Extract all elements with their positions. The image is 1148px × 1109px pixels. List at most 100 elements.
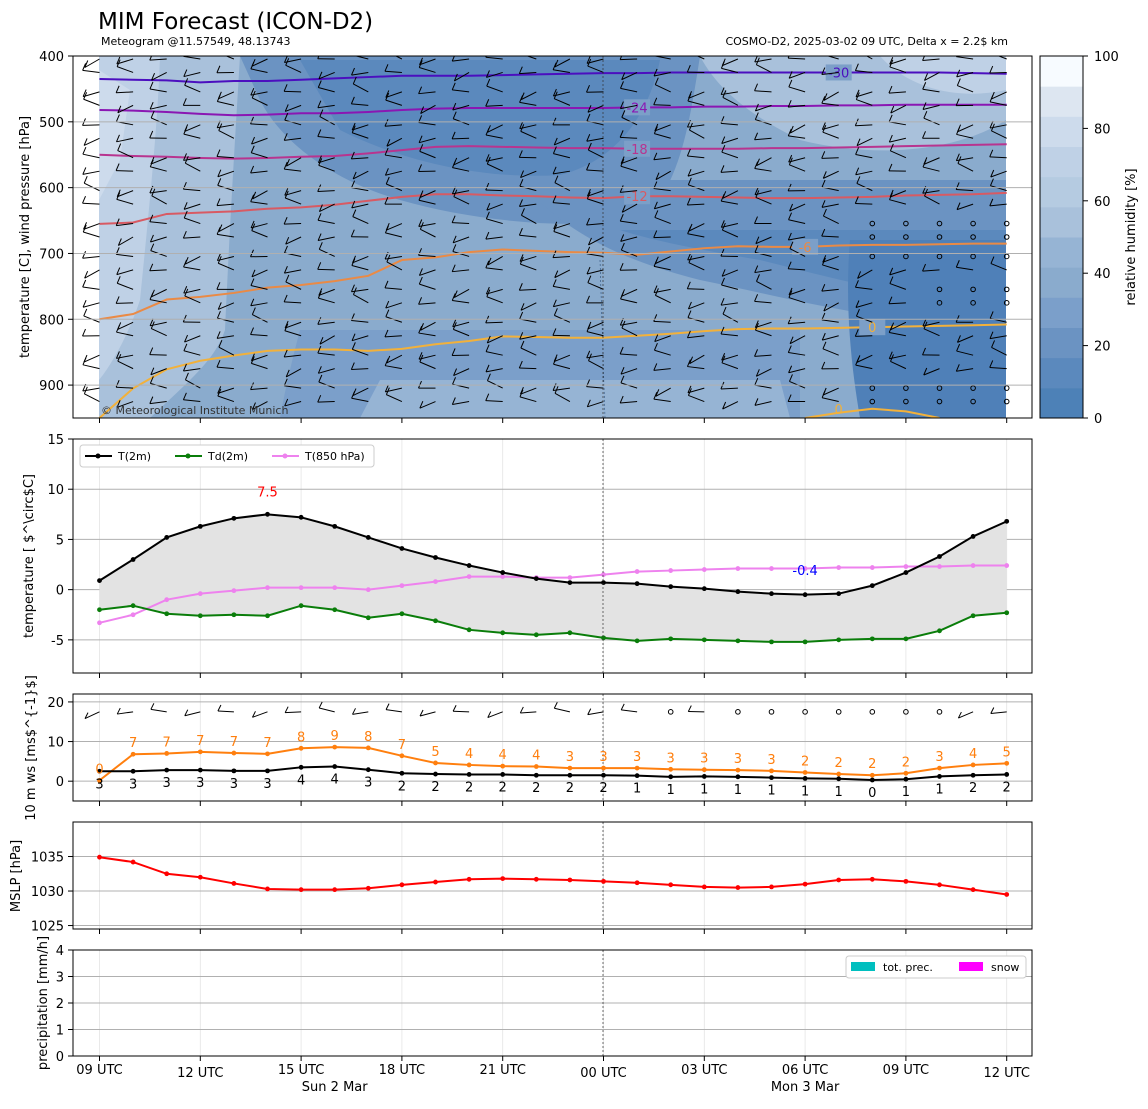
gust-value-label: 7 [196,734,204,749]
series-td2m-point [635,638,640,643]
series-t2m-point [97,578,102,583]
mslp-point [803,882,808,887]
series-td2m-point [803,639,808,644]
gust-value-label: 9 [331,729,339,744]
time-tick-label: 00 UTC [580,1066,626,1081]
wind-barb-shaft [84,183,99,190]
calm-wind-circle [937,710,942,715]
legend-td2m-label: Td(2m) [207,450,248,463]
gust-value-label: 3 [633,750,641,765]
series-t2m-point [299,515,304,520]
surface-wind-barb-flag [453,705,456,711]
wind-speed-value-label: 4 [331,773,339,788]
gust-point [668,767,673,772]
wind-barb-flag [387,44,390,51]
wind-speed-point [265,768,270,773]
series-td2m-point [1004,610,1009,615]
wind-speed-value-label: 1 [902,785,910,800]
wind-barb-shaft [486,322,503,323]
legend-t850-marker [283,454,288,459]
precipitation-tick-label: 0 [56,1050,64,1065]
mslp-point [534,877,539,882]
precipitation-tick-label: 1 [56,1024,64,1039]
series-t2m-point [971,534,976,539]
surface-wind-barb [386,710,402,712]
temperature-tick-label: 10 [47,483,64,498]
time-tick-label: 15 UTC [278,1063,324,1078]
gust-value-label: 8 [364,730,372,745]
gust-value-label: 7 [129,736,137,751]
wind-speed-point [736,774,741,779]
gust-point [299,746,304,751]
series-t850hpa-point [265,585,270,590]
gust-point [702,767,707,772]
series-t2m-point [870,583,875,588]
min-temperature-label: -0.4 [792,564,817,579]
wind-barb-shaft [855,336,872,337]
wind-speed-point [500,772,505,777]
series-t850hpa-point [870,565,875,570]
gust-point [164,751,169,756]
surface-wind-barb-flag [386,704,389,710]
series-td2m-point [601,635,606,640]
series-t2m-point [265,512,270,517]
series-t2m-point [702,586,707,591]
colorbar-step [1040,358,1083,389]
time-tick-label: 12 UTC [983,1066,1029,1081]
precipitation-tick-label: 2 [56,997,64,1012]
series-t2m-point [937,554,942,559]
colorbar-label: relative humidity [%] [1124,168,1139,305]
mslp-point [97,855,102,860]
gust-value-label: 3 [734,752,742,767]
panel-1-ylabel: temperature [C], wind pressure [hPa] [18,116,33,358]
series-td2m-point [433,618,438,623]
wind-barb-shaft [83,154,100,158]
wind-speed-value-label: 1 [700,782,708,797]
wind-barb-flag [83,280,86,287]
gust-point [467,763,472,768]
series-t850hpa-point [769,566,774,571]
legend-t2m-label: T(2m) [117,450,151,463]
colorbar-step [1040,116,1083,147]
wind-plot: 0102003737373737384948372524242423232313… [47,694,1032,801]
wind-speed-point [836,776,841,781]
gust-value-label: 2 [902,755,910,770]
surface-wind-barb-flag [520,707,523,713]
mslp-point [870,877,875,882]
surface-wind-barb [991,712,1007,714]
wind-speed-point [668,774,673,779]
gust-point [400,753,405,758]
wind-barb-shaft [83,303,99,307]
gust-value-label: 7 [163,735,171,750]
mslp-point [164,871,169,876]
series-t2m-point [668,584,673,589]
colorbar-tick-label: 0 [1094,412,1102,427]
gust-point [601,766,606,771]
colorbar-step [1040,147,1083,178]
gust-value-label: 3 [935,750,943,765]
wind-speed-point [198,768,203,773]
mslp-point [736,885,741,890]
series-td2m-point [198,613,203,618]
mslp-point [769,884,774,889]
wind-barb-shaft [318,402,335,403]
wind-barb-shaft [284,224,301,225]
wind-speed-value-label: 4 [297,773,305,788]
wind-speed-point [232,768,237,773]
series-t850hpa-point [836,565,841,570]
time-tick-label: 18 UTC [379,1063,425,1078]
gust-value-label: 5 [1003,745,1011,760]
pressure-tick-label: 500 [39,116,64,131]
isotherm-label: -24 [626,101,647,116]
mslp-point [702,884,707,889]
series-t850hpa-point [366,587,371,592]
wind-speed-point [1004,772,1009,777]
surface-wind-barb [285,712,301,713]
series-t850hpa-point [299,585,304,590]
wind-speed-value-label: 1 [767,784,775,799]
wind-speed-value-label: 3 [196,776,204,791]
temperature-tick-label: 15 [47,433,64,448]
mslp-point [232,881,237,886]
gust-value-label: 3 [767,753,775,768]
